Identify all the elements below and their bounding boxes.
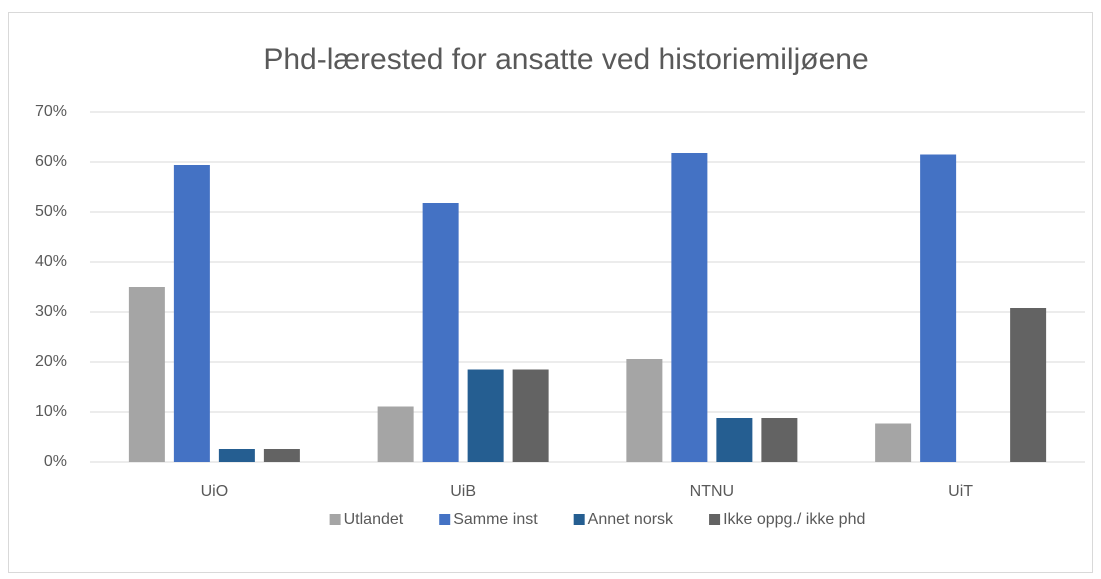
bar — [377, 406, 414, 462]
legend-label: Annet norsk — [588, 511, 674, 528]
legend-label: Ikke oppg./ ikke phd — [723, 511, 865, 528]
y-tick-label: 0% — [44, 453, 67, 470]
y-tick-label: 60% — [35, 153, 67, 170]
bar — [263, 449, 300, 462]
bar — [875, 423, 912, 462]
legend-swatch — [439, 514, 451, 525]
chart-title: Phd-lærested for ansatte ved historiemil… — [263, 43, 868, 76]
bar — [716, 418, 753, 462]
y-tick-label: 30% — [35, 303, 67, 320]
bar — [761, 418, 798, 462]
bar — [671, 153, 708, 462]
x-tick-label: UiO — [201, 483, 229, 500]
legend-swatch — [329, 514, 341, 525]
legend-label: Utlandet — [344, 511, 404, 528]
x-tick-label: UiT — [948, 483, 973, 500]
bar — [218, 449, 255, 462]
bar — [920, 154, 957, 462]
y-tick-label: 10% — [35, 403, 67, 420]
y-tick-label: 20% — [35, 353, 67, 370]
legend-label: Samme inst — [453, 511, 538, 528]
bar — [1010, 308, 1047, 462]
bar — [512, 369, 549, 462]
bar — [128, 287, 165, 462]
y-tick-label: 70% — [35, 103, 67, 120]
bar — [467, 369, 504, 462]
legend-swatch — [709, 514, 721, 525]
bar — [173, 165, 210, 462]
bar — [422, 203, 459, 462]
x-tick-label: NTNU — [690, 483, 734, 500]
x-tick-label: UiB — [450, 483, 476, 500]
y-tick-label: 40% — [35, 253, 67, 270]
legend-swatch — [573, 514, 585, 525]
y-tick-label: 50% — [35, 203, 67, 220]
bar — [626, 359, 663, 462]
